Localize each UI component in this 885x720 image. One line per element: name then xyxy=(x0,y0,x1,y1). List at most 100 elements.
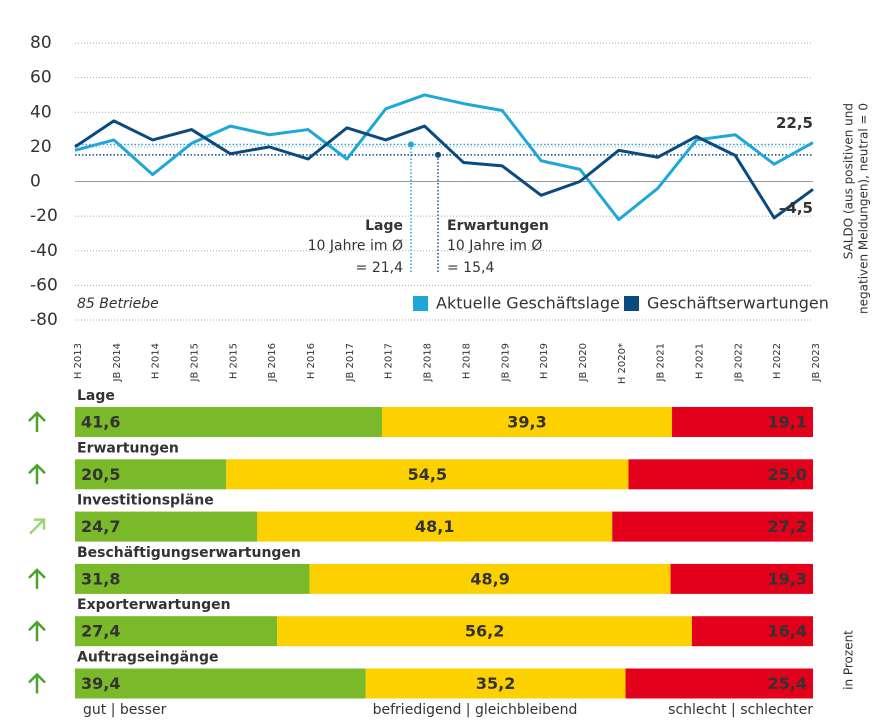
value-label: –4,5 xyxy=(779,199,813,217)
x-tick-label: JB 2014 xyxy=(112,343,123,382)
value-label: 22,5 xyxy=(776,114,813,132)
y-tick-label: -40 xyxy=(30,241,58,261)
row-label: Exporterwartungen xyxy=(77,597,231,613)
x-tick-label: JB 2023 xyxy=(811,343,822,382)
x-tick-label: JB 2019 xyxy=(500,343,511,382)
average-note: 10 Jahre im Ø xyxy=(447,238,542,254)
x-tick-label: H 2022 xyxy=(772,343,783,379)
trend-arrow xyxy=(28,463,46,485)
trend-arrow xyxy=(28,568,46,589)
average-label: Lage xyxy=(365,218,403,234)
segment-legend: gut | besser xyxy=(83,702,167,718)
row-label: Erwartungen xyxy=(77,440,179,456)
bar-value-label: 20,5 xyxy=(81,465,120,484)
legend-swatch xyxy=(624,296,639,311)
x-tick-label: H 2015 xyxy=(228,343,239,379)
x-tick-label: JB 2017 xyxy=(345,343,356,382)
x-tick-label: JB 2018 xyxy=(423,343,434,382)
bar-value-label: 39,4 xyxy=(81,674,120,693)
y-tick-label: -60 xyxy=(30,275,58,295)
bar-value-label: 25,4 xyxy=(768,674,807,693)
bar-segment xyxy=(625,668,813,699)
bar-segment xyxy=(309,563,671,594)
trend-arrow xyxy=(29,518,46,535)
average-dot xyxy=(435,151,441,158)
trend-arrow xyxy=(28,620,46,642)
trend-arrow xyxy=(28,672,46,694)
row-label: Beschäftigungserwartungen xyxy=(77,545,301,561)
bar-segment xyxy=(75,668,366,699)
x-tick-label: JB 2021 xyxy=(656,343,667,382)
y-axis-label: SALDO (aus positiven und xyxy=(842,103,856,259)
y-axis-label: negativen Meldungen), neutral = 0 xyxy=(857,103,871,314)
average-note: 10 Jahre im Ø xyxy=(308,238,403,254)
bar-segment xyxy=(628,459,813,490)
y-tick-label: 40 xyxy=(30,102,52,122)
series-line xyxy=(74,119,814,220)
x-tick-label: H 2017 xyxy=(384,343,395,379)
bar-value-label: 16,4 xyxy=(768,622,807,641)
bar-segment xyxy=(277,616,692,647)
y-tick-label: 60 xyxy=(30,68,52,88)
bar-segment xyxy=(691,616,813,647)
y-tick-label: -20 xyxy=(30,206,58,226)
series-line xyxy=(74,93,814,222)
x-tick-label: JB 2020 xyxy=(578,343,589,382)
row-label: Lage xyxy=(77,388,115,404)
bar-value-label: 48,9 xyxy=(470,569,509,588)
legend-label: Aktuelle Geschäftslage xyxy=(436,294,620,313)
unit-label: in Prozent xyxy=(842,630,856,690)
bar-value-label: 27,2 xyxy=(768,517,807,536)
x-tick-label: JB 2015 xyxy=(190,343,201,382)
bar-segment xyxy=(75,511,258,542)
average-dot xyxy=(408,141,414,148)
x-tick-label: H 2021 xyxy=(694,343,705,379)
average-value: = 21,4 xyxy=(356,260,403,276)
bar-value-label: 41,6 xyxy=(81,413,120,432)
bar-value-label: 39,3 xyxy=(507,413,546,432)
bar-value-label: 56,2 xyxy=(465,622,504,641)
row-label: Investitionspläne xyxy=(77,493,214,509)
bar-segment xyxy=(226,459,629,490)
segment-legend: schlecht | schlechter xyxy=(668,702,813,718)
segment-legend: befriedigend | gleichbleibend xyxy=(373,702,578,718)
bar-segment xyxy=(75,407,383,437)
x-tick-label: H 2020* xyxy=(617,343,628,384)
bar-segment xyxy=(75,616,278,647)
x-tick-label: H 2016 xyxy=(306,343,317,379)
bar-value-label: 35,2 xyxy=(476,674,515,693)
bar-segment xyxy=(670,563,813,594)
bar-value-label: 27,4 xyxy=(81,622,120,641)
y-tick-label: 0 xyxy=(30,172,41,192)
bar-segment xyxy=(612,511,813,542)
y-tick-label: -80 xyxy=(30,310,58,330)
average-value: = 15,4 xyxy=(447,260,494,276)
bar-segment xyxy=(257,511,613,542)
legend-label: Geschäftserwartungen xyxy=(647,294,829,313)
bar-segment xyxy=(672,407,813,437)
bar-value-label: 48,1 xyxy=(415,517,454,536)
x-tick-label: H 2018 xyxy=(461,343,472,379)
x-tick-label: H 2013 xyxy=(73,343,84,379)
x-tick-label: JB 2016 xyxy=(267,343,278,382)
x-tick-label: JB 2022 xyxy=(733,343,744,382)
bar-value-label: 54,5 xyxy=(408,465,447,484)
bar-value-label: 25,0 xyxy=(768,465,807,484)
x-tick-label: H 2019 xyxy=(539,343,550,379)
y-tick-label: 80 xyxy=(30,33,52,53)
trend-arrow xyxy=(28,411,46,432)
legend-swatch xyxy=(413,296,428,311)
bar-value-label: 19,3 xyxy=(768,569,807,588)
average-label: Erwartungen xyxy=(447,218,549,234)
row-label: Auftragseingänge xyxy=(77,650,219,666)
bar-value-label: 19,1 xyxy=(768,413,807,432)
bar-segment xyxy=(365,668,626,699)
bar-segment xyxy=(382,407,673,437)
y-tick-label: 20 xyxy=(30,137,52,157)
bar-value-label: 31,8 xyxy=(81,569,120,588)
bar-segment xyxy=(75,563,310,594)
note: 85 Betriebe xyxy=(77,296,159,312)
bar-segment xyxy=(75,459,227,490)
bar-value-label: 24,7 xyxy=(81,517,120,536)
